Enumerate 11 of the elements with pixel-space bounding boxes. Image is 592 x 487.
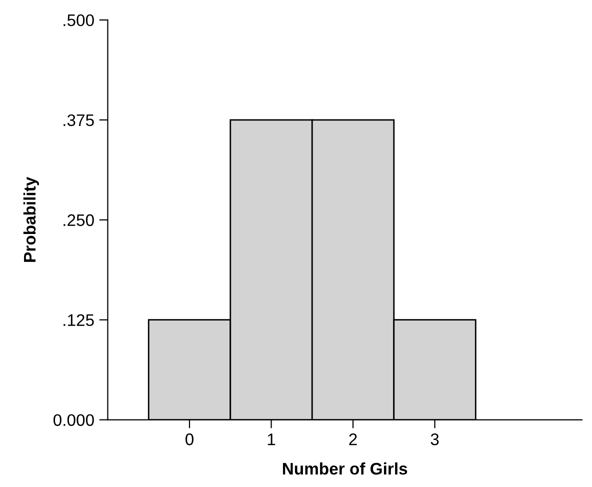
x-tick-label: 3 (430, 433, 439, 446)
y-tick-label: 0.000 (53, 414, 94, 426)
x-tick-label: 1 (268, 434, 276, 446)
x-tick-label: 0 (186, 433, 194, 446)
y-tick-label: .500 (64, 14, 94, 26)
y-tick-label: .125 (64, 314, 94, 326)
x-axis-title: Number of Girls (282, 462, 408, 475)
y-axis-title: Probability (23, 176, 39, 262)
y-tick-label: .375 (64, 114, 94, 126)
y-tick-label: .250 (64, 214, 94, 226)
x-tick-label: 2 (349, 433, 357, 446)
